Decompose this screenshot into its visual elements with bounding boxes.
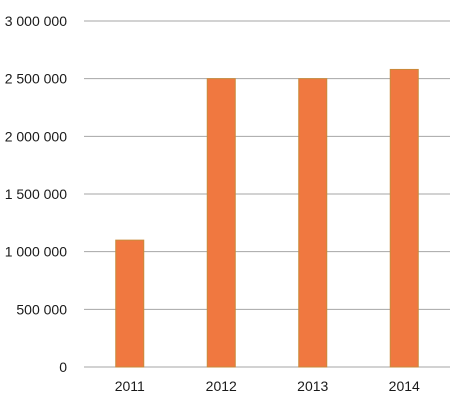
bar-2013 (298, 78, 328, 368)
x-tick-label: 2012 (206, 378, 237, 394)
y-tick-label: 0 (59, 359, 67, 375)
y-tick-label: 2 500 000 (5, 71, 67, 87)
grid-lines (84, 20, 450, 368)
bars (115, 68, 419, 368)
x-tick-label: 2013 (297, 378, 328, 394)
y-tick-label: 1 500 000 (5, 186, 67, 202)
y-axis-tick-labels: 0 500 000 1 000 000 1 500 000 2 000 000 2 500… (5, 13, 68, 375)
bar-2012 (206, 78, 236, 368)
bar-2011 (115, 239, 145, 368)
x-axis-tick-labels: 2011 2012 2013 2014 (115, 378, 420, 394)
y-tick-label: 500 000 (16, 301, 67, 317)
x-tick-label: 2011 (115, 378, 145, 394)
x-tick-label: 2014 (389, 378, 420, 394)
y-tick-label: 3 000 000 (5, 13, 67, 29)
bar-2014 (389, 68, 419, 368)
y-tick-label: 1 000 000 (5, 244, 67, 260)
y-tick-label: 2 000 000 (5, 128, 67, 144)
